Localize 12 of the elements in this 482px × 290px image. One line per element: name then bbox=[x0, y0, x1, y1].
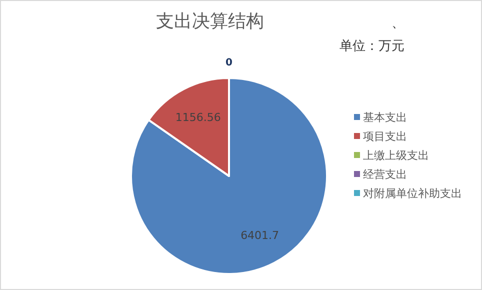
pie-slice bbox=[130, 77, 328, 275]
text: 0 bbox=[226, 58, 232, 68]
data-label: 6401.7 bbox=[240, 228, 280, 242]
text: 单位：万元 bbox=[340, 39, 404, 54]
legend-label: 对附属单位补助支出 bbox=[363, 186, 462, 200]
legend-label: 经营支出 bbox=[363, 168, 407, 181]
legend-label: 基本支出 bbox=[363, 110, 407, 124]
legend-label: 上缴上级支出 bbox=[363, 148, 429, 162]
data-label: 1156.56 bbox=[175, 110, 221, 124]
text: 、 bbox=[392, 16, 404, 31]
chart-title: 支出决算结构 bbox=[156, 11, 264, 32]
legend-label: 项目支出 bbox=[363, 130, 407, 143]
